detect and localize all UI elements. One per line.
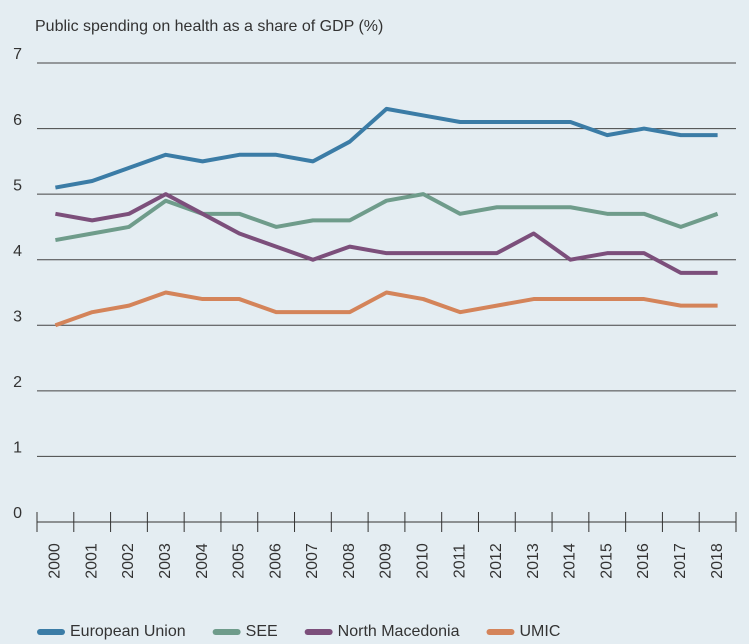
x-tick-label: 2001 <box>83 543 100 579</box>
y-tick-label: 2 <box>13 374 22 391</box>
x-tick-label: 2010 <box>415 543 432 579</box>
x-tick-label: 2008 <box>341 543 358 579</box>
legend-label: UMIC <box>520 623 561 640</box>
legend-label: SEE <box>246 623 278 640</box>
x-tick-label: 2005 <box>231 543 248 579</box>
x-tick-label: 2017 <box>672 543 689 579</box>
y-tick-label: 4 <box>13 243 22 260</box>
y-tick-label: 0 <box>13 505 22 522</box>
y-tick-label: 6 <box>13 112 22 129</box>
y-tick-label: 1 <box>13 440 22 457</box>
x-tick-label: 2007 <box>304 543 321 579</box>
series-line <box>55 192 719 243</box>
chart-title: Public spending on health as a share of … <box>35 18 383 35</box>
x-tick-label: 2004 <box>194 543 211 579</box>
x-tick-label: 2014 <box>562 543 579 579</box>
x-tick-label: 2000 <box>47 543 64 579</box>
x-tick-label: 2006 <box>267 543 284 579</box>
legend-label: European Union <box>70 623 186 640</box>
legend-label: North Macedonia <box>338 623 460 640</box>
x-tick-label: 2009 <box>378 543 395 579</box>
y-tick-label: 5 <box>13 177 22 194</box>
x-tick-label: 2011 <box>451 544 468 579</box>
y-tick-label: 3 <box>13 309 22 326</box>
x-tick-label: 2012 <box>488 543 505 579</box>
series-line <box>55 192 718 275</box>
x-tick-label: 2016 <box>635 543 652 579</box>
x-tick-label: 2013 <box>525 543 542 579</box>
x-tick-label: 2015 <box>598 543 615 579</box>
series-line <box>55 106 718 190</box>
series-line <box>54 290 718 328</box>
x-tick-label: 2002 <box>120 543 137 579</box>
x-tick-label: 2003 <box>157 543 174 579</box>
x-tick-label: 2018 <box>709 543 726 579</box>
y-tick-label: 7 <box>13 46 22 63</box>
